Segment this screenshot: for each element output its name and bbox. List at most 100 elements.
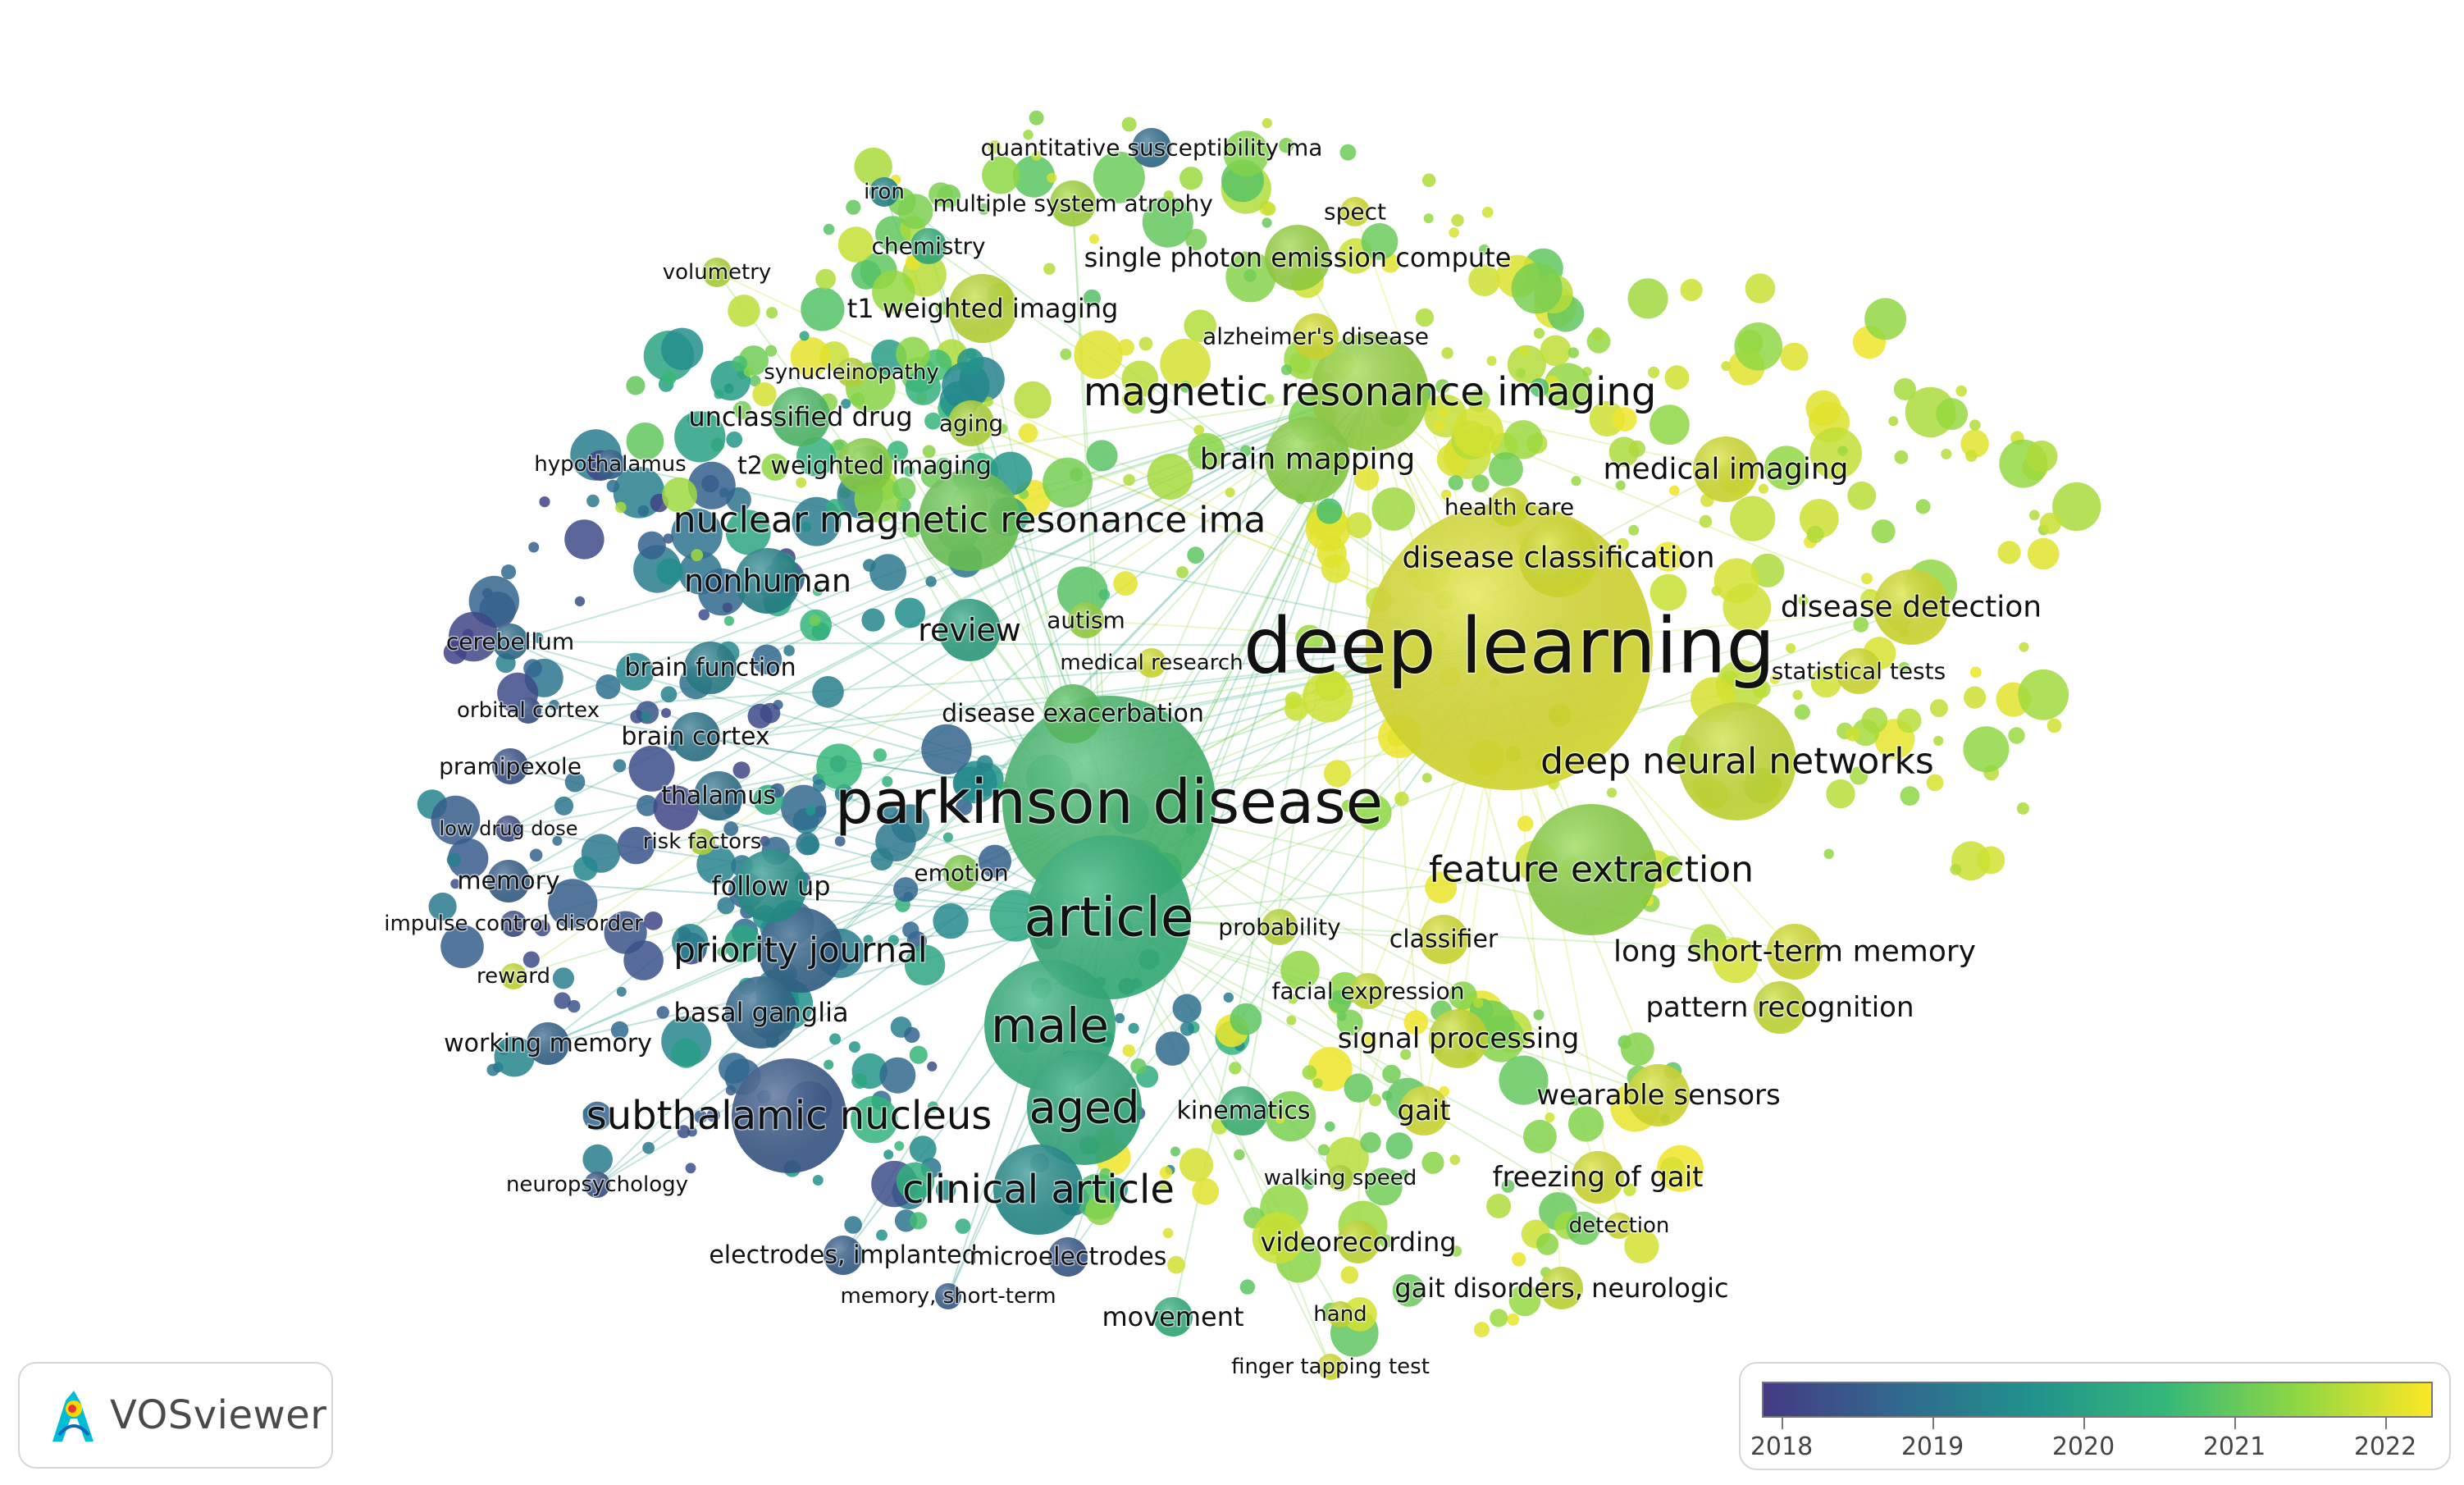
keyword-label[interactable]: cerebellum xyxy=(445,627,575,656)
minor-keyword-node xyxy=(870,848,893,871)
minor-keyword-node xyxy=(1969,419,1981,431)
keyword-label[interactable]: classifier xyxy=(1388,924,1499,955)
keyword-label[interactable]: gait disorders, neurologic xyxy=(1394,1272,1730,1305)
minor-keyword-node xyxy=(1545,1113,1555,1122)
keyword-label[interactable]: multiple system atrophy xyxy=(932,189,1215,218)
keyword-label[interactable]: article xyxy=(1023,884,1195,950)
keyword-label[interactable]: thalamus xyxy=(660,780,778,811)
keyword-node-shade xyxy=(1767,924,1823,980)
keyword-label[interactable]: chemistry xyxy=(870,231,987,261)
keyword-label[interactable]: unclassified drug xyxy=(687,400,914,434)
keyword-label[interactable]: nuclear magnetic resonance ima xyxy=(672,498,1267,542)
keyword-label[interactable]: deep neural networks xyxy=(1540,739,1936,784)
minor-keyword-node xyxy=(882,804,898,820)
co-occurrence-link xyxy=(1243,391,1371,1112)
keyword-label[interactable]: reward xyxy=(475,963,551,990)
keyword-label[interactable]: memory xyxy=(456,866,561,897)
keyword-label[interactable]: medical imaging xyxy=(1602,451,1850,487)
keyword-label[interactable]: videorecording xyxy=(1259,1226,1458,1259)
keyword-label[interactable]: orbital cortex xyxy=(456,697,601,724)
keyword-label[interactable]: deep learning xyxy=(1242,601,1776,692)
minor-keyword-node xyxy=(1837,446,1848,456)
keyword-label[interactable]: movement xyxy=(1101,1300,1245,1334)
keyword-label[interactable]: quantitative susceptibility ma xyxy=(979,133,1324,162)
keyword-label[interactable]: electrodes, implanted xyxy=(708,1240,979,1271)
keyword-label[interactable]: nonhuman xyxy=(683,562,853,601)
keyword-label[interactable]: facial expression xyxy=(1271,976,1466,1006)
keyword-label[interactable]: probability xyxy=(1217,912,1342,942)
keyword-label[interactable]: parkinson disease xyxy=(833,766,1384,839)
keyword-label[interactable]: subthalamic nucleus xyxy=(585,1092,993,1140)
minor-keyword-node xyxy=(1624,1228,1659,1264)
minor-keyword-node xyxy=(1142,196,1193,248)
keyword-label[interactable]: impulse control disorder xyxy=(383,911,645,938)
keyword-label[interactable]: working memory xyxy=(443,1028,654,1059)
keyword-label[interactable]: walking speed xyxy=(1262,1165,1418,1192)
keyword-label[interactable]: spect xyxy=(1323,197,1388,226)
keyword-label[interactable]: wearable sensors xyxy=(1535,1078,1782,1113)
keyword-label[interactable]: disease detection xyxy=(1779,589,2042,625)
keyword-label[interactable]: statistical tests xyxy=(1770,656,1946,686)
keyword-label[interactable]: male xyxy=(990,997,1111,1055)
keyword-label[interactable]: feature extraction xyxy=(1428,848,1755,892)
keyword-label[interactable]: freezing of gait xyxy=(1491,1160,1704,1195)
keyword-label[interactable]: aging xyxy=(938,409,1004,438)
minor-keyword-node xyxy=(1085,1195,1116,1226)
keyword-label[interactable]: signal processing xyxy=(1336,1021,1581,1057)
keyword-label[interactable]: autism xyxy=(1046,605,1127,635)
minor-keyword-node xyxy=(1223,992,1234,1003)
keyword-label[interactable]: neuropsychology xyxy=(504,1172,689,1199)
minor-keyword-node xyxy=(883,1149,894,1160)
minor-keyword-node xyxy=(812,779,826,793)
minor-keyword-node xyxy=(1591,327,1604,340)
minor-keyword-node xyxy=(1453,406,1503,457)
keyword-label[interactable]: pattern recognition xyxy=(1645,990,1915,1026)
keyword-label[interactable]: iron xyxy=(863,179,906,206)
keyword-label[interactable]: aged xyxy=(1028,1081,1141,1135)
keyword-label[interactable]: long short-term memory xyxy=(1612,934,1977,970)
minor-keyword-node xyxy=(1074,330,1123,379)
minor-keyword-node xyxy=(904,944,946,986)
minor-keyword-node xyxy=(1628,524,1640,536)
keyword-label[interactable]: kinematics xyxy=(1175,1095,1312,1126)
keyword-label[interactable]: detection xyxy=(1567,1213,1671,1240)
minor-keyword-node xyxy=(978,203,990,215)
keyword-label[interactable]: risk factors xyxy=(641,829,763,856)
keyword-label[interactable]: priority journal xyxy=(673,929,929,971)
keyword-label[interactable]: volumetry xyxy=(661,259,773,286)
keyword-label[interactable]: finger tapping test xyxy=(1230,1354,1431,1381)
keyword-label[interactable]: synucleinopathy xyxy=(763,359,941,386)
keyword-label[interactable]: review xyxy=(917,611,1023,650)
minor-keyword-node xyxy=(1481,206,1494,218)
keyword-label[interactable]: hand xyxy=(1312,1301,1368,1328)
minor-keyword-node xyxy=(1926,774,1944,792)
keyword-label[interactable]: gait xyxy=(1396,1094,1452,1129)
keyword-label[interactable]: alzheimer's disease xyxy=(1202,322,1430,351)
keyword-label[interactable]: magnetic resonance imaging xyxy=(1082,368,1658,417)
keyword-label[interactable]: t2 weighted imaging xyxy=(737,450,993,482)
keyword-label[interactable]: basal ganglia xyxy=(673,996,850,1030)
keyword-label[interactable]: brain cortex xyxy=(620,721,771,752)
keyword-label[interactable]: follow up xyxy=(710,870,832,903)
keyword-label[interactable]: t1 weighted imaging xyxy=(846,292,1120,326)
keyword-label[interactable]: brain function xyxy=(623,652,797,683)
keyword-node-shade xyxy=(1873,569,1949,645)
keyword-label[interactable]: pramipexole xyxy=(438,752,583,781)
keyword-label[interactable]: single photon emission compute xyxy=(1083,241,1513,275)
keyword-label[interactable]: brain mapping xyxy=(1198,441,1416,477)
keyword-label[interactable]: disease exacerbation xyxy=(941,698,1206,729)
keyword-label[interactable]: microelectrodes xyxy=(968,1241,1168,1273)
keyword-label[interactable]: low drug dose xyxy=(438,816,579,842)
keyword-label[interactable]: memory, short-term xyxy=(839,1283,1057,1310)
keyword-label[interactable]: emotion xyxy=(913,858,1010,888)
minor-keyword-node xyxy=(982,156,1020,194)
keyword-label[interactable]: hypothalamus xyxy=(533,451,687,478)
keyword-label[interactable]: health care xyxy=(1443,492,1575,522)
minor-keyword-node xyxy=(1898,661,1910,674)
keyword-label[interactable]: clinical article xyxy=(901,1166,1176,1214)
minor-keyword-node xyxy=(662,370,677,386)
keyword-label[interactable]: disease classification xyxy=(1401,540,1716,576)
keyword-label[interactable]: medical research xyxy=(1059,650,1244,677)
minor-keyword-node xyxy=(1472,474,1490,492)
